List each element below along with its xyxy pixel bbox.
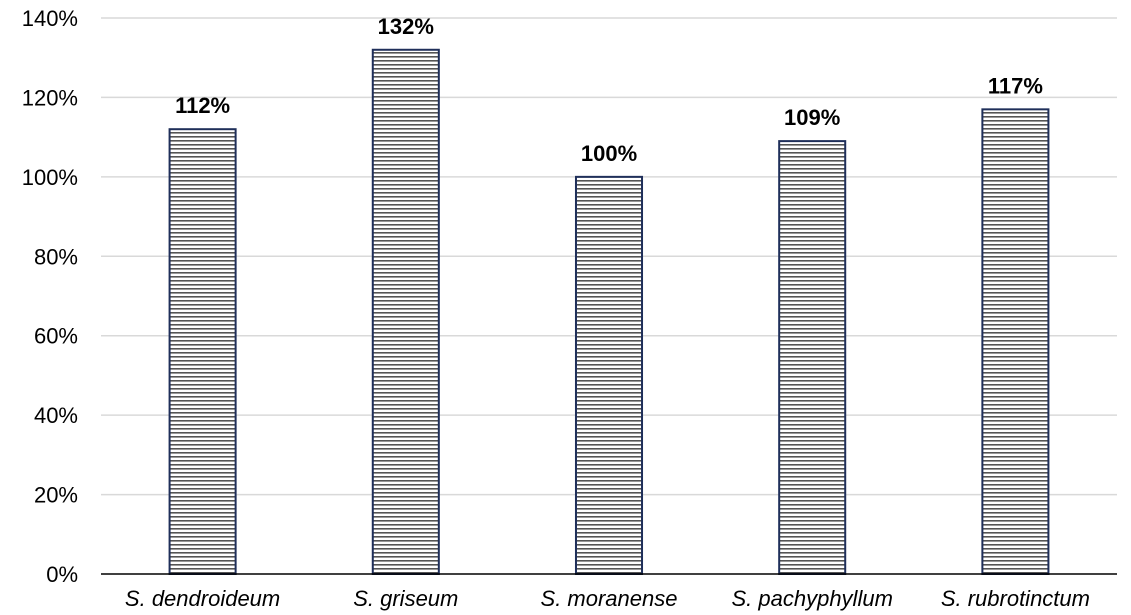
y-tick-label: 140% xyxy=(22,6,78,31)
y-tick-label: 0% xyxy=(46,562,78,587)
y-tick-label: 80% xyxy=(34,244,78,269)
bar xyxy=(168,128,237,575)
bars xyxy=(168,48,1050,576)
y-axis-tick-labels: 0% 20% 40% 60% 80% 100% 120% 140% xyxy=(22,6,78,587)
data-labels: 112% 132% 100% 109% 117% xyxy=(175,14,1043,166)
y-tick-label: 100% xyxy=(22,165,78,190)
category-label: S. moranense xyxy=(541,586,678,611)
data-label: 132% xyxy=(378,14,434,39)
data-label: 112% xyxy=(175,93,230,118)
y-tick-label: 20% xyxy=(34,483,78,508)
bar xyxy=(574,175,644,575)
y-tick-label: 40% xyxy=(34,403,78,428)
x-axis-category-labels: S. dendroideum S. griseum S. moranense S. p… xyxy=(125,586,1090,611)
bar xyxy=(371,48,440,576)
data-label: 100% xyxy=(581,141,637,166)
data-label: 109% xyxy=(784,105,840,130)
y-tick-label: 120% xyxy=(22,85,78,110)
bar xyxy=(981,108,1050,575)
category-label: S. dendroideum xyxy=(125,586,280,611)
category-label: S. pachyphyllum xyxy=(731,586,892,611)
data-label: 117% xyxy=(988,73,1043,98)
bar xyxy=(778,140,847,575)
category-label: S. rubrotinctum xyxy=(941,586,1090,611)
category-label: S. griseum xyxy=(353,586,458,611)
y-tick-label: 60% xyxy=(34,324,78,349)
